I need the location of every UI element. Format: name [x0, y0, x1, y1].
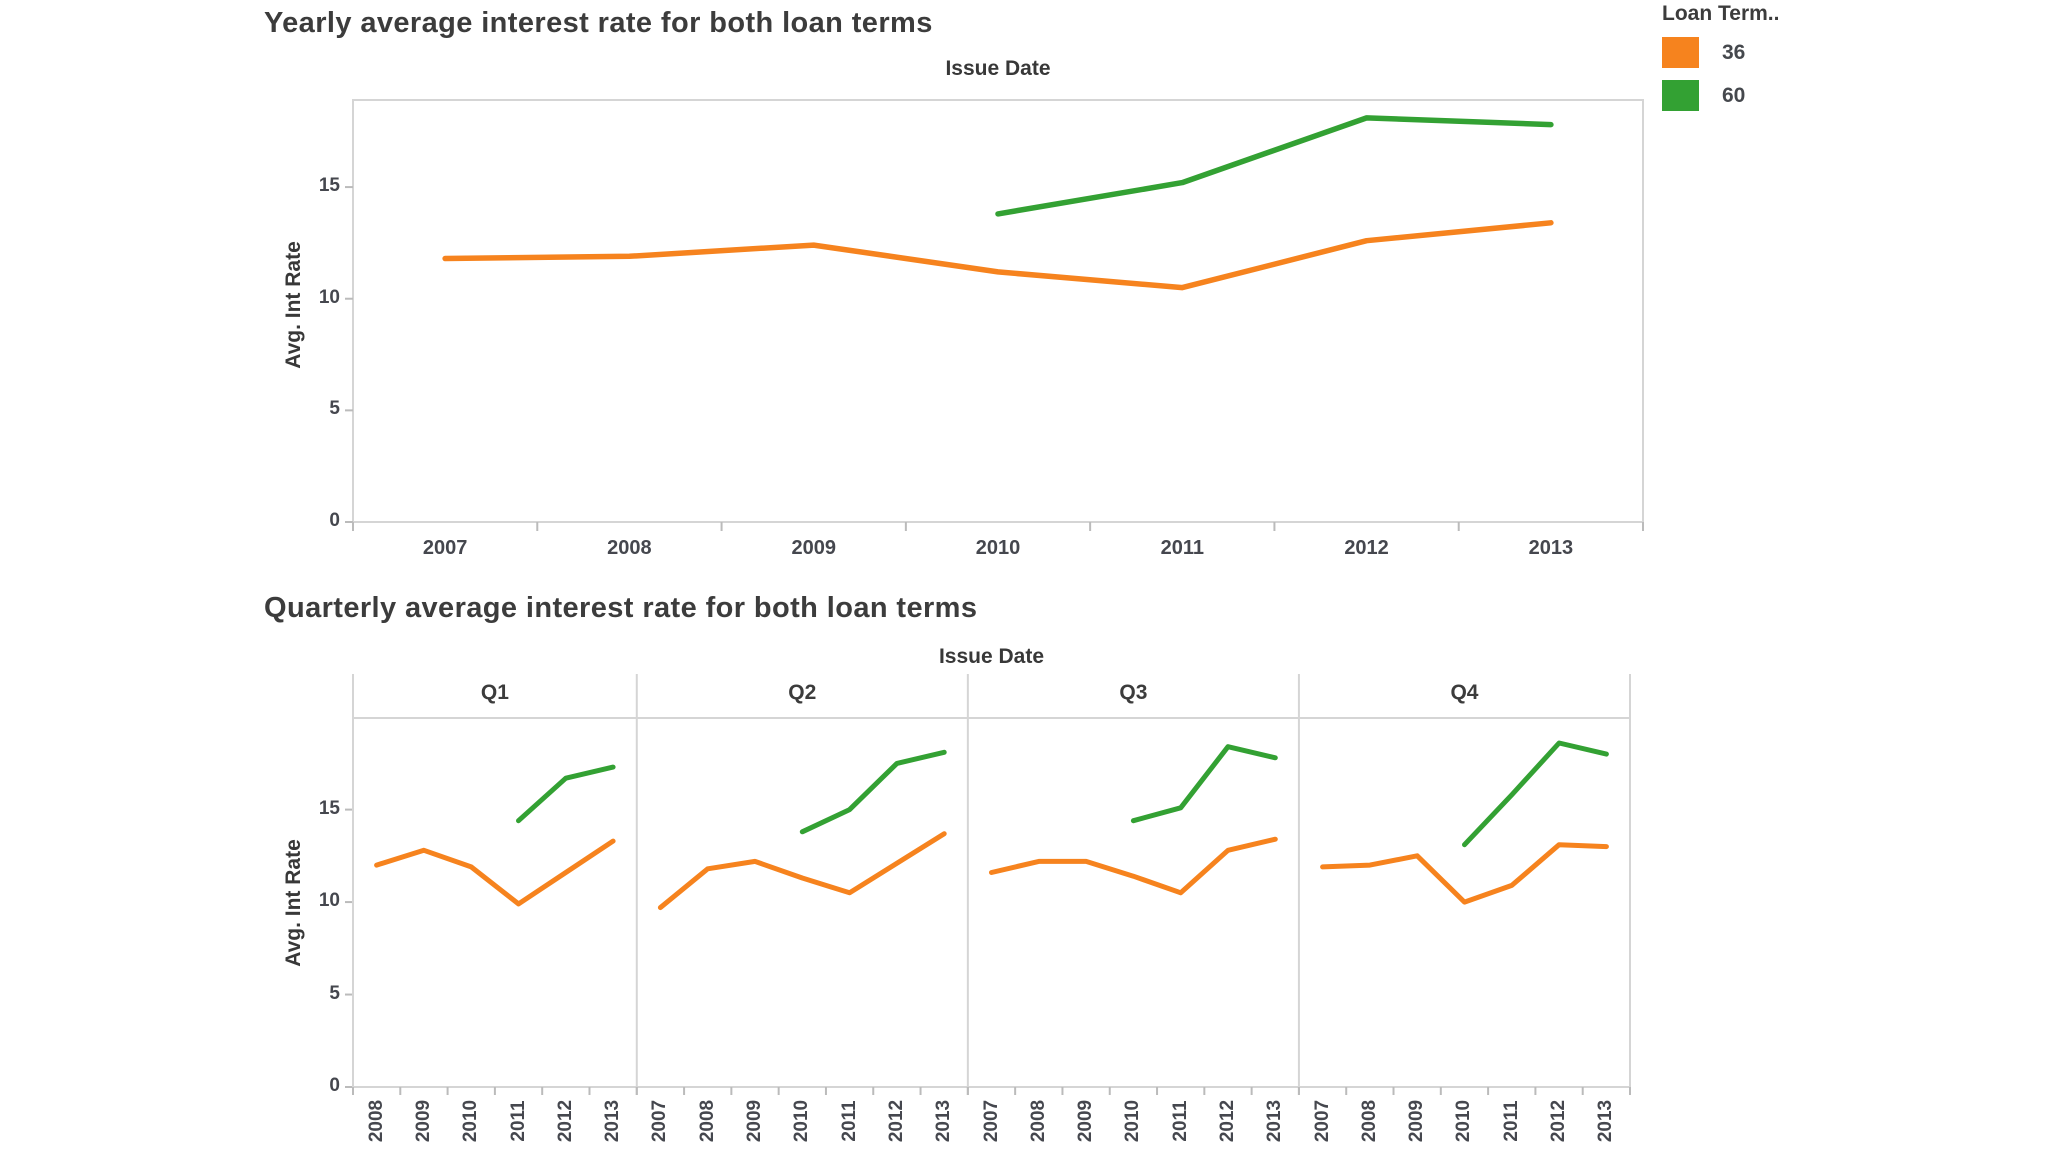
legend-title: Loan Term..	[1662, 2, 1780, 25]
quarterly-yaxis-title: Avg. Int Rate	[282, 839, 305, 967]
yearly-plot-border	[352, 99, 1644, 523]
legend-label-60: 60	[1722, 83, 1746, 107]
yearly-chart-title: Yearly average interest rate for both lo…	[264, 7, 933, 39]
quarterly-Q2-line-60	[799, 749, 947, 835]
quarterly-Q2-line-36	[657, 831, 947, 911]
quarterly-Q1-line-36	[374, 838, 616, 907]
yearly-yaxis-title: Avg. Int Rate	[282, 241, 305, 369]
quarterly-Q3-line-60	[1130, 744, 1278, 824]
legend-label-36: 36	[1722, 40, 1746, 64]
legend: Loan Term.. 36 60	[1662, 2, 1882, 123]
quarterly-Q4-line-36	[1320, 842, 1609, 905]
legend-swatch-60-icon	[1662, 80, 1699, 111]
quarterly-Q1-line-60	[516, 764, 616, 824]
quarterly-Q4-line-60	[1462, 740, 1609, 848]
quarterly-xaxis-title: Issue Date	[938, 645, 1045, 668]
legend-item-36[interactable]: 36	[1662, 37, 1882, 68]
yearly-xaxis-title: Issue Date	[945, 57, 1051, 80]
legend-item-60[interactable]: 60	[1662, 80, 1882, 111]
legend-swatch-36-icon	[1662, 37, 1699, 68]
yearly-line-60	[995, 115, 1554, 217]
quarterly-Q3-line-36	[989, 836, 1278, 896]
yearly-line-36	[442, 220, 1554, 291]
quarterly-chart-title: Quarterly average interest rate for both…	[264, 592, 978, 624]
